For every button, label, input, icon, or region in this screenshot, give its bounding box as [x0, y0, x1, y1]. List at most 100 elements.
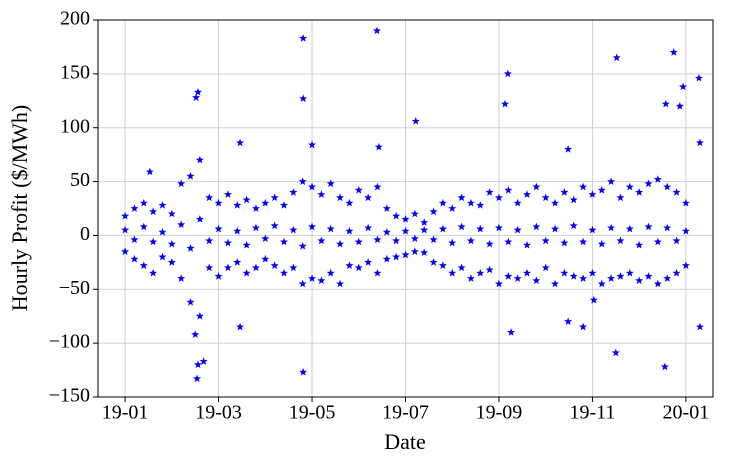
point [289, 188, 298, 196]
point [280, 201, 288, 209]
point [280, 268, 288, 277]
point [660, 362, 669, 371]
point [139, 198, 148, 207]
point [457, 222, 466, 231]
x-tick-label: 19-01 [102, 402, 149, 424]
point [420, 248, 429, 257]
point [194, 360, 202, 369]
y-tick-label: −150 [49, 385, 90, 407]
point [429, 207, 438, 216]
point [429, 235, 438, 244]
point [564, 145, 573, 153]
point [317, 276, 326, 285]
point [564, 317, 573, 325]
point [289, 225, 298, 234]
point [223, 238, 232, 247]
point [679, 82, 688, 91]
point [270, 221, 279, 230]
point [186, 298, 195, 306]
point [364, 193, 373, 202]
point [541, 236, 550, 245]
point [579, 182, 588, 191]
point [205, 236, 214, 245]
point [551, 279, 560, 288]
point [579, 274, 588, 282]
point [607, 274, 616, 282]
point [299, 368, 308, 376]
point [298, 279, 307, 288]
point [457, 193, 466, 202]
point [681, 261, 690, 269]
point [195, 312, 204, 320]
point [513, 225, 522, 234]
point [438, 261, 447, 269]
point [448, 204, 457, 212]
point [625, 224, 634, 233]
point [466, 236, 475, 245]
point [532, 276, 541, 285]
point [695, 322, 704, 331]
point [299, 34, 308, 42]
point [261, 234, 270, 243]
point [193, 374, 202, 383]
point [448, 238, 457, 247]
x-tick-label: 19-09 [476, 402, 523, 424]
point [672, 236, 681, 245]
point [411, 117, 420, 125]
y-tick-label: 0 [80, 223, 90, 245]
point [149, 268, 158, 277]
point [494, 223, 503, 232]
point [233, 201, 242, 209]
point [532, 182, 541, 191]
point [186, 244, 195, 252]
point [663, 274, 672, 282]
point [354, 185, 363, 194]
point [494, 279, 503, 288]
point [551, 224, 560, 233]
point [560, 268, 569, 277]
point [373, 26, 381, 35]
point [373, 235, 382, 244]
point [438, 198, 447, 207]
point [364, 258, 373, 266]
point [560, 188, 569, 196]
point [317, 190, 326, 198]
point [457, 263, 466, 272]
point [607, 223, 616, 232]
point [191, 330, 200, 338]
point [167, 209, 176, 218]
point [476, 224, 485, 233]
point [251, 263, 260, 272]
point [501, 99, 510, 108]
point [145, 167, 154, 176]
point [392, 211, 401, 220]
point [476, 268, 485, 277]
point [298, 177, 307, 185]
y-tick-label: −50 [59, 277, 90, 299]
point [612, 53, 621, 62]
point [569, 272, 578, 280]
point [194, 87, 202, 96]
point [523, 190, 531, 198]
point [410, 247, 419, 255]
point [261, 254, 270, 263]
point [382, 204, 391, 212]
point [663, 223, 672, 232]
point [149, 207, 158, 216]
point [242, 195, 251, 204]
point [280, 237, 288, 246]
point [616, 272, 625, 280]
point [308, 140, 317, 149]
point [485, 265, 494, 274]
point [373, 182, 382, 191]
point [158, 201, 167, 209]
point [270, 193, 279, 202]
point [653, 279, 662, 288]
point [513, 274, 522, 282]
point [392, 236, 401, 245]
point [532, 222, 541, 231]
point [167, 258, 176, 266]
x-tick-label: 19-11 [569, 402, 615, 424]
point [669, 48, 678, 56]
